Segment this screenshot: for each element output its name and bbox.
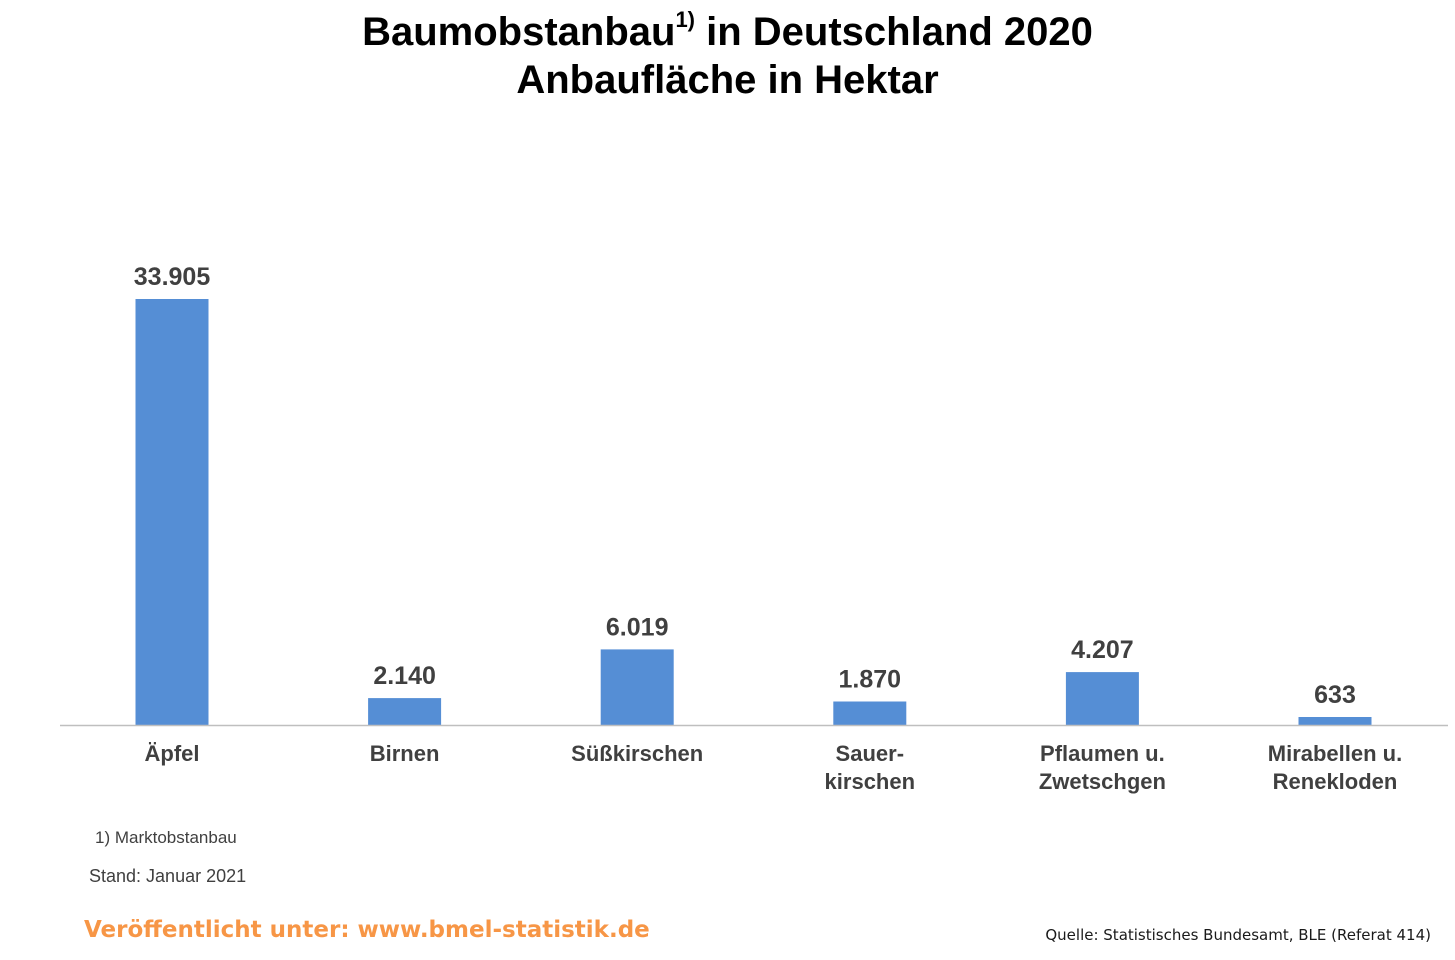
x-tick-label-2: Süßkirschen — [537, 740, 737, 768]
stand-date: Stand: Januar 2021 — [89, 866, 247, 886]
data-label-4: 4.207 — [1071, 636, 1134, 664]
footnote: 1) Marktobstanbau — [95, 828, 237, 847]
title-line-2: Anbaufläche in Hektar — [516, 58, 939, 102]
x-tick-label-3: Sauer-kirschen — [770, 740, 970, 796]
x-tick-label-3-line-1: kirschen — [824, 769, 916, 794]
bar-4 — [1065, 672, 1139, 725]
title-footnote-marker: 1) — [675, 7, 695, 32]
chart-title: Baumobstanbau1) in Deutschland 2020 Anba… — [0, 8, 1455, 104]
bar-0 — [135, 299, 209, 725]
title-rest: in Deutschland 2020 — [695, 10, 1093, 54]
bar-3 — [833, 701, 907, 725]
x-tick-label-2-line-0: Süßkirschen — [571, 741, 704, 766]
x-tick-label-5-line-0: Mirabellen u. — [1267, 741, 1403, 766]
x-tick-label-1: Birnen — [305, 740, 505, 768]
data-label-5: 633 — [1314, 681, 1356, 709]
x-tick-label-4: Pflaumen u. Zwetschgen — [1002, 740, 1202, 796]
source-note: Quelle: Statistisches Bundesamt, BLE (Re… — [1045, 926, 1431, 944]
title-line-1: Baumobstanbau1) in Deutschland 2020 — [0, 8, 1455, 56]
x-tick-label-4-line-1: Zwetschgen — [1038, 769, 1166, 794]
bar-1 — [368, 698, 442, 725]
x-tick-label-3-line-0: Sauer- — [835, 741, 905, 766]
x-tick-label-0-line-0: Äpfel — [144, 741, 200, 766]
x-tick-label-4-line-0: Pflaumen u. — [1040, 741, 1165, 766]
x-tick-label-1-line-0: Birnen — [369, 741, 440, 766]
data-label-2: 6.019 — [606, 613, 669, 641]
bar-2 — [600, 649, 674, 725]
title-main: Baumobstanbau — [362, 10, 676, 54]
data-label-1: 2.140 — [373, 662, 436, 690]
x-tick-label-5: Mirabellen u. Renekloden — [1235, 740, 1435, 796]
data-label-3: 1.870 — [839, 666, 902, 694]
x-tick-label-0: Äpfel — [72, 740, 272, 768]
bar-5 — [1298, 717, 1372, 725]
data-label-0: 33.905 — [134, 263, 211, 291]
published-link[interactable]: Veröffentlicht unter: www.bmel-statistik… — [84, 917, 650, 943]
x-tick-label-5-line-1: Renekloden — [1272, 769, 1398, 794]
